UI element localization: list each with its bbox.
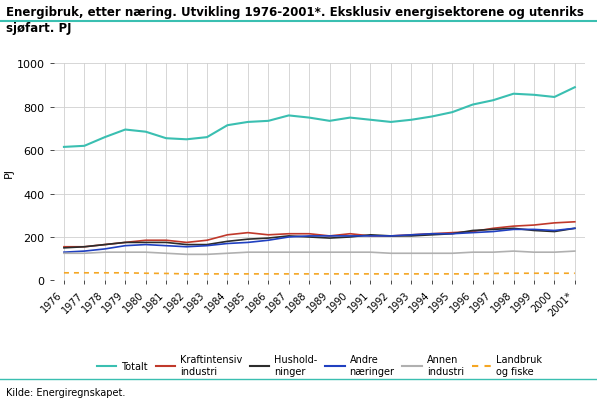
- Legend: Totalt, Kraftintensiv
industri, Hushold-
ninger, Andre
næringer, Annen
industri,: Totalt, Kraftintensiv industri, Hushold-…: [93, 350, 546, 380]
- Y-axis label: PJ: PJ: [4, 168, 14, 177]
- Text: Kilde: Energiregnskapet.: Kilde: Energiregnskapet.: [6, 387, 125, 397]
- Text: Energibruk, etter næring. Utvikling 1976-2001*. Eksklusiv energisektorene og ute: Energibruk, etter næring. Utvikling 1976…: [6, 6, 584, 35]
